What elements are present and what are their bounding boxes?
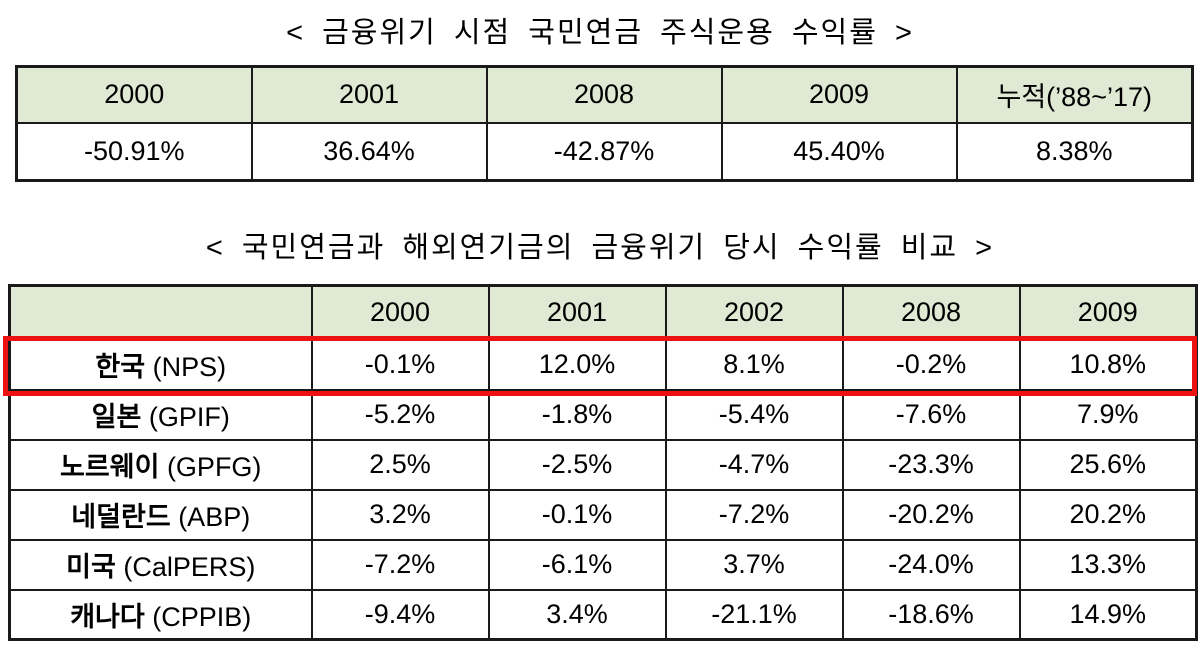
year-header-cell: 2001 [250,65,488,124]
return-value-cell: -1.8% [487,388,667,441]
return-value-cell: 25.6% [1018,438,1198,491]
return-value-cell: 8.1% [664,338,844,391]
return-value-cell: -20.2% [841,488,1021,541]
country-name: 일본 [91,402,142,432]
country-name: 한국 [95,352,146,382]
return-value-cell: -50.91% [15,121,253,182]
return-value-cell: -24.0% [841,538,1021,591]
table2-header-row: 2000 2001 2002 2008 2009 [8,284,1198,341]
return-value-cell: 14.9% [1018,588,1198,641]
country-name: 미국 [66,552,116,582]
return-value-cell: 12.0% [487,338,667,391]
return-value-cell: 3.2% [310,488,490,541]
year-header-cell: 2009 [720,65,958,124]
fund-row: 미국 (CalPERS) -7.2% -6.1% 3.7% -24.0% 13.3% [8,538,1198,591]
return-value-cell: -18.6% [841,588,1021,641]
fund-abbr: (CPPIB) [152,601,252,632]
nps-returns-table: 2000 2001 2008 2009 누적(’88~’17) -50.91% 36.64… [15,65,1194,182]
fund-abbr: (ABP) [178,502,251,532]
fund-row: 네덜란드 (ABP) 3.2% -0.1% -7.2% -20.2% 20.2% [8,488,1198,541]
year-header-cell: 2009 [1018,284,1198,341]
fund-row: 캐나다 (CPPIB) -9.4% 3.4% -21.1% -18.6% 14.9% [8,588,1198,641]
fund-label-cell: 한국 (NPS) [8,338,313,391]
return-value-cell: 3.7% [664,538,844,591]
fund-row: 일본 (GPIF) -5.2% -1.8% -5.4% -7.6% 7.9% [8,388,1198,441]
country-name: 네덜란드 [71,502,171,532]
return-value-cell: 10.8% [1018,338,1198,391]
year-header-cell: 2000 [310,284,490,341]
return-value-cell: -7.2% [310,538,490,591]
return-value-cell: 45.40% [720,121,958,182]
year-header-cell: 누적(’88~’17) [955,65,1194,124]
fund-row: 노르웨이 (GPFG) 2.5% -2.5% -4.7% -23.3% 25.6% [8,438,1198,491]
return-value-cell: -5.4% [664,388,844,441]
fund-label-cell: 캐나다 (CPPIB) [8,588,313,641]
year-header-cell: 2000 [15,65,253,124]
fund-abbr: (NPS) [152,352,227,382]
return-value-cell: -6.1% [487,538,667,591]
empty-corner-cell [8,284,313,341]
return-value-cell: -2.5% [487,438,667,491]
year-header-cell: 2008 [841,284,1021,341]
return-value-cell: -7.6% [841,388,1021,441]
country-name: 노르웨이 [60,452,160,482]
return-value-cell: -0.1% [310,338,490,391]
year-header-cell: 2008 [485,65,723,124]
table1-value-row: -50.91% 36.64% -42.87% 45.40% 8.38% [15,121,1194,182]
fund-abbr: (GPIF) [148,402,230,432]
return-value-cell: 8.38% [955,121,1194,182]
country-name: 캐나다 [70,601,145,632]
fund-label-cell: 미국 (CalPERS) [8,538,313,591]
year-header-cell: 2002 [664,284,844,341]
return-value-cell: 3.4% [487,588,667,641]
fund-label-cell: 노르웨이 (GPFG) [8,438,313,491]
return-value-cell: -0.1% [487,488,667,541]
return-value-cell: -23.3% [841,438,1021,491]
return-value-cell: 36.64% [250,121,488,182]
fund-label-cell: 네덜란드 (ABP) [8,488,313,541]
return-value-cell: -21.1% [664,588,844,641]
return-value-cell: -9.4% [310,588,490,641]
return-value-cell: -42.87% [485,121,723,182]
table2-title: < 국민연금과 해외연기금의 금융위기 당시 수익률 비교 > [205,232,995,264]
table1-header-row: 2000 2001 2008 2009 누적(’88~’17) [15,65,1194,124]
return-value-cell: -4.7% [664,438,844,491]
return-value-cell: 2.5% [310,438,490,491]
table1-title: < 금융위기 시점 국민연금 주식운용 수익률 > [286,17,914,49]
fund-comparison-table: 2000 2001 2002 2008 2009 한국 (NPS) -0.1% 12.0% 8… [8,284,1198,641]
return-value-cell: -7.2% [664,488,844,541]
return-value-cell: 7.9% [1018,388,1198,441]
return-value-cell: 20.2% [1018,488,1198,541]
fund-row-highlighted: 한국 (NPS) -0.1% 12.0% 8.1% -0.2% 10.8% [8,338,1198,391]
return-value-cell: 13.3% [1018,538,1198,591]
return-value-cell: -5.2% [310,388,490,441]
return-value-cell: -0.2% [841,338,1021,391]
year-header-cell: 2001 [487,284,667,341]
fund-label-cell: 일본 (GPIF) [8,388,313,441]
fund-abbr: (CalPERS) [123,552,256,582]
fund-abbr: (GPFG) [166,452,262,482]
